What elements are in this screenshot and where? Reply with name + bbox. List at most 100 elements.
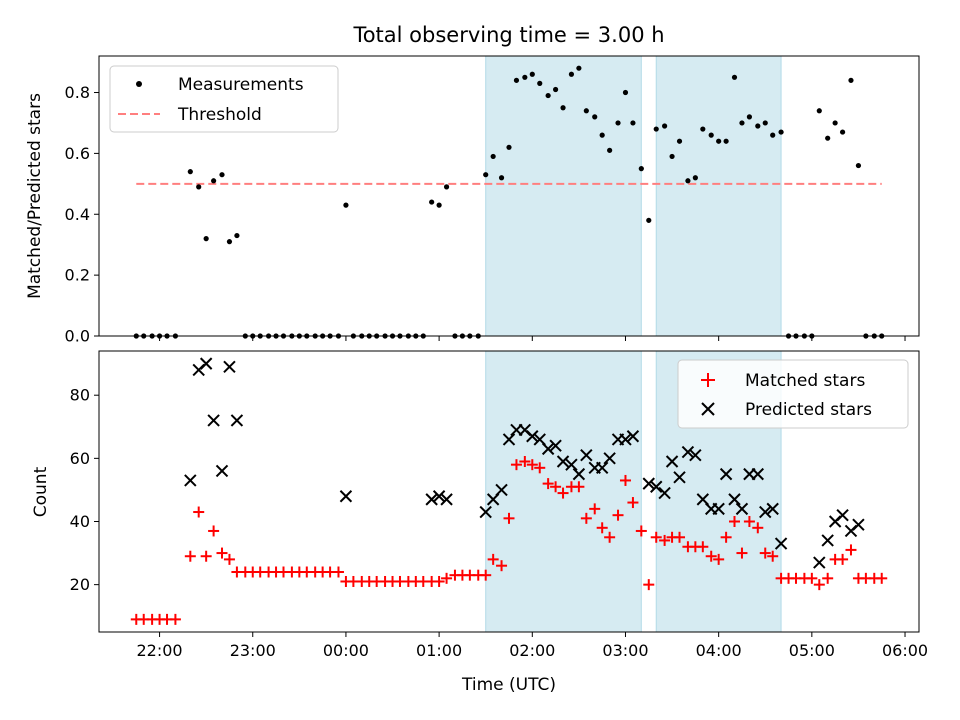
bottom-x-axis-ticks: 22:00 23:00 00:00 01:00 02:00 03:00 04:00 05:00… <box>137 632 928 660</box>
matched-star-point <box>619 474 631 486</box>
x-tick-label: 23:00 <box>230 641 276 660</box>
legend-matched-label: Matched stars <box>745 371 865 391</box>
measurement-point <box>762 120 768 126</box>
matched-star-point <box>433 575 445 587</box>
matched-star-point <box>659 534 671 546</box>
measurement-point <box>638 166 644 172</box>
measurement-point <box>739 120 745 126</box>
predicted-star-point <box>774 537 788 550</box>
matched-star-point <box>697 541 709 553</box>
matched-star-point <box>441 572 453 584</box>
matched-star-point <box>743 515 755 527</box>
top-y-tick-label: 0.4 <box>65 205 90 224</box>
matched-star-point <box>643 579 655 591</box>
measurement-point <box>770 132 776 138</box>
predicted-star-point <box>821 534 834 547</box>
measurement-point <box>855 162 862 169</box>
measurement-point <box>545 92 551 99</box>
predicted-star-point <box>681 445 695 459</box>
matched-star-point <box>650 531 662 543</box>
matched-star-point <box>200 550 212 562</box>
matched-star-point <box>526 459 538 471</box>
matched-star-point <box>496 560 508 572</box>
shaded-interval-1 <box>485 55 642 337</box>
measurement-point <box>731 74 738 80</box>
matched-star-point <box>612 509 624 521</box>
top-plot-frame <box>98 55 920 337</box>
measurement-point <box>443 184 450 190</box>
legend-predicted-marker <box>701 402 715 416</box>
predicted-star-point <box>549 439 562 452</box>
matched-star-point <box>557 487 569 499</box>
predicted-star-point <box>642 477 655 490</box>
measurement-point <box>839 129 846 135</box>
bottom-y-tick-label: 40 <box>70 512 90 531</box>
matched-star-point <box>193 506 205 518</box>
measurement-point <box>537 80 543 86</box>
predicted-star-point <box>665 455 679 468</box>
legend-measurements-label: Measurements <box>178 75 304 95</box>
predicted-star-point <box>766 502 779 516</box>
bottom-plot-frame <box>98 350 920 633</box>
predicted-star-point <box>619 433 632 446</box>
matched-star-point <box>813 579 825 591</box>
matched-star-point <box>573 481 585 493</box>
predicted-star-point <box>541 442 555 456</box>
top-y-tick-label: 0.2 <box>65 266 90 285</box>
measurement-point <box>343 202 349 208</box>
legend-threshold-label: Threshold <box>177 105 262 125</box>
measurement-point <box>513 77 520 83</box>
bottom-y-axis-label: Count <box>31 466 51 517</box>
top-legend-box <box>109 65 339 133</box>
predicted-star-point <box>565 458 578 471</box>
top-y-tick-label: 0.6 <box>65 144 90 163</box>
top-panel: 0.00.20.40.60.8 Matched/Predicted stars … <box>25 55 920 346</box>
x-tick-label: 05:00 <box>789 641 835 660</box>
matched-star-point <box>503 512 515 524</box>
matched-star-point <box>627 497 639 509</box>
matched-star-point <box>534 462 546 474</box>
predicted-star-point <box>728 493 741 506</box>
measurement-point <box>825 135 831 141</box>
predicted-star-point <box>479 505 492 519</box>
x-tick-label: 01:00 <box>416 641 462 660</box>
measurement-point <box>196 184 202 190</box>
matched-star-point <box>550 481 562 493</box>
measurement-point <box>599 132 605 138</box>
measurement-point <box>669 153 675 160</box>
top-y-tick-label: 0.8 <box>65 83 90 102</box>
predicted-star-point <box>425 493 438 506</box>
measurement-point <box>506 144 512 150</box>
predicted-star-point <box>603 452 616 465</box>
matched-star-point <box>208 525 220 537</box>
matched-star-point <box>705 550 717 562</box>
predicted-star-point <box>432 490 446 503</box>
measurement-point <box>615 120 621 126</box>
measurement-point <box>832 120 838 126</box>
matched-star-point <box>635 525 647 537</box>
measurement-point <box>607 147 613 153</box>
measurement-point <box>560 105 566 111</box>
measurement-point <box>583 108 589 114</box>
legend-measurements-marker <box>136 81 142 87</box>
measurement-point <box>436 202 442 208</box>
measurement-point <box>692 175 698 181</box>
predicted-star-point <box>184 474 197 487</box>
matched-star-point <box>713 553 725 565</box>
measurement-point <box>576 65 582 71</box>
top-y-axis-label: Matched/Predicted stars <box>25 93 45 299</box>
measurement-point <box>723 138 729 144</box>
predicted-star-point <box>658 486 671 500</box>
measurement-point <box>592 114 598 120</box>
x-tick-label: 22:00 <box>137 641 183 660</box>
bottom-legend-box <box>677 359 909 429</box>
measurement-point <box>746 114 753 120</box>
predicted-star-point <box>556 455 570 468</box>
bottom-y-tick-label: 60 <box>70 449 90 468</box>
matched-star-point <box>480 569 492 581</box>
measurement-point <box>755 123 761 129</box>
measurement-point <box>630 120 636 126</box>
measurement-point <box>552 86 559 93</box>
matched-star-point <box>759 547 771 559</box>
